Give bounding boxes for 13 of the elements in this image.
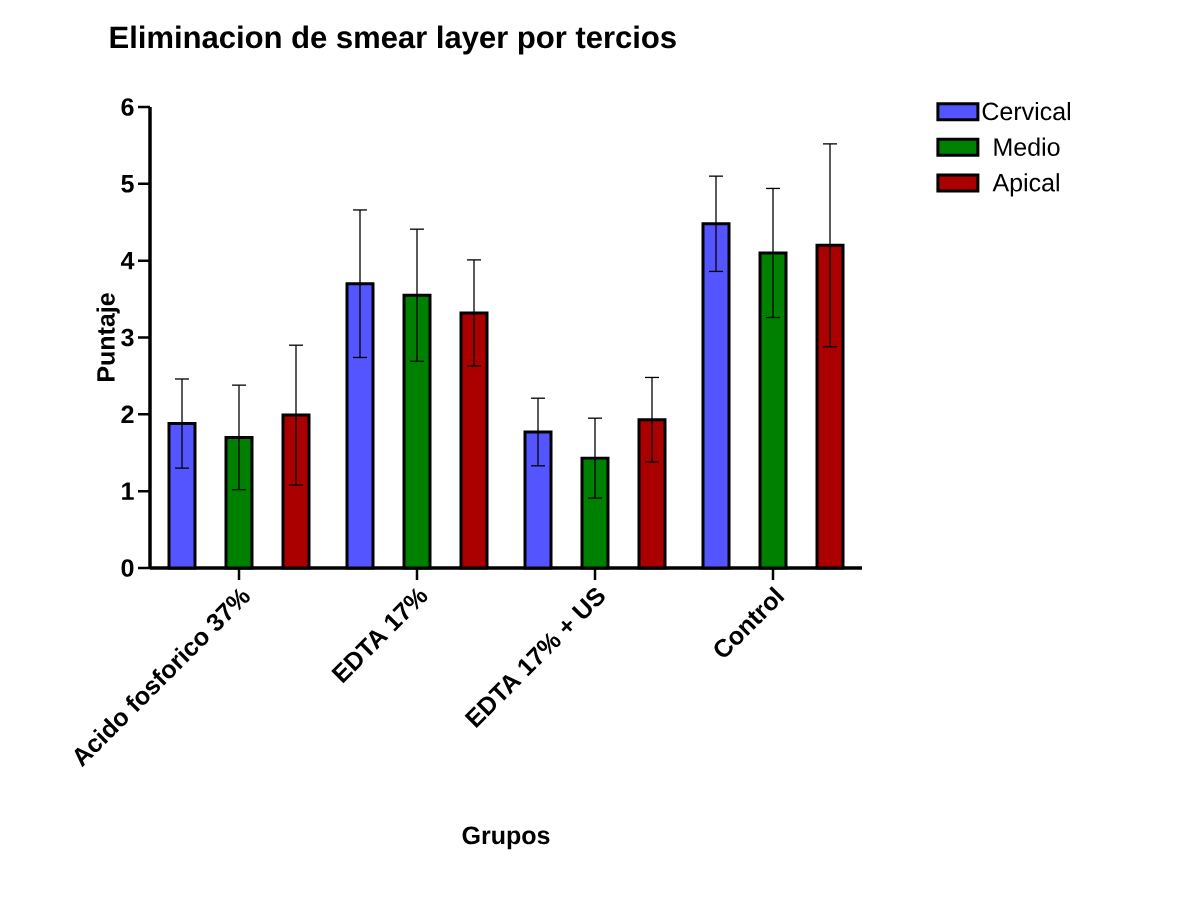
y-tick-label: 5 xyxy=(121,175,134,193)
y-tick-label: 2 xyxy=(121,405,134,424)
y-tick-label: 3 xyxy=(121,328,134,347)
y-tick-label: 4 xyxy=(120,252,135,270)
legend-label: Apical xyxy=(992,173,1059,197)
y-tick-label: 1 xyxy=(122,482,134,500)
y-tick-label: 0 xyxy=(121,559,134,577)
x-axis-title: Grupos xyxy=(462,826,550,850)
chart-title: Eliminacion de smear layer por tercios xyxy=(110,25,676,55)
legend-label: Medio xyxy=(994,137,1060,156)
legend-label: Cervical xyxy=(982,101,1070,121)
y-tick-label: 6 xyxy=(121,98,134,116)
y-axis-title: Puntaje xyxy=(96,293,120,381)
